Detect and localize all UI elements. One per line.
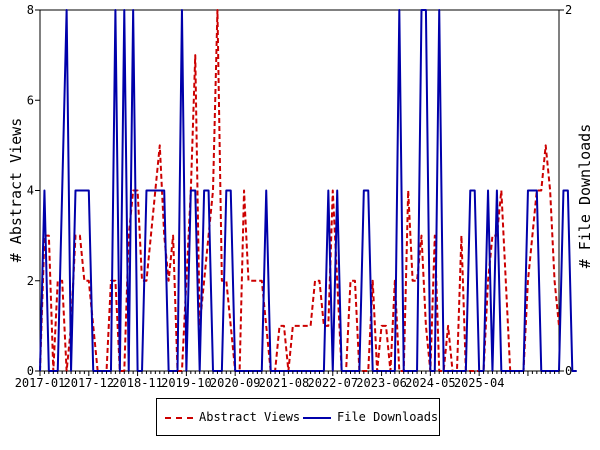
left-tick-label: 6 [27, 93, 34, 107]
right-tick-label: 0 [565, 364, 572, 378]
right-y-axis: 02 [559, 3, 572, 378]
series-line [39, 9, 577, 372]
x-tick-label: 2025-04 [454, 376, 505, 390]
x-tick-label: 2018-11 [112, 376, 163, 390]
x-tick-label: 2021-08 [259, 376, 310, 390]
x-tick-label: 2020-09 [210, 376, 261, 390]
right-tick-label: 2 [565, 3, 572, 17]
x-tick-label: 2017-01 [15, 376, 66, 390]
right-axis-title: # File Downloads [576, 124, 594, 269]
left-tick-label: 2 [27, 274, 34, 288]
x-tick-label: 2022-07 [307, 376, 358, 390]
legend: Abstract Views File Downloads [156, 398, 440, 436]
legend-swatch-abstract-views [165, 417, 193, 419]
left-tick-label: 4 [27, 184, 34, 198]
x-tick-label: 2024-05 [405, 376, 456, 390]
left-y-axis: 0 2 4 6 8 [27, 3, 40, 378]
left-tick-label: 0 [27, 364, 34, 378]
abstract-views-line [39, 9, 560, 372]
legend-label-abstract-views: Abstract Views [199, 410, 301, 424]
x-tick-label: 2023-06 [356, 376, 407, 390]
x-tick-label: 2019-10 [161, 376, 212, 390]
left-axis-title: # Abstract Views [7, 118, 25, 263]
file-downloads-line [39, 9, 577, 372]
x-tick-label: 2017-12 [64, 376, 115, 390]
x-axis: 2017-012017-122018-112019-102020-092021-… [15, 371, 560, 390]
legend-swatch-file-downloads [303, 417, 331, 419]
left-tick-label: 8 [27, 3, 34, 17]
legend-label-file-downloads: File Downloads [337, 410, 439, 424]
series-line [39, 9, 560, 372]
